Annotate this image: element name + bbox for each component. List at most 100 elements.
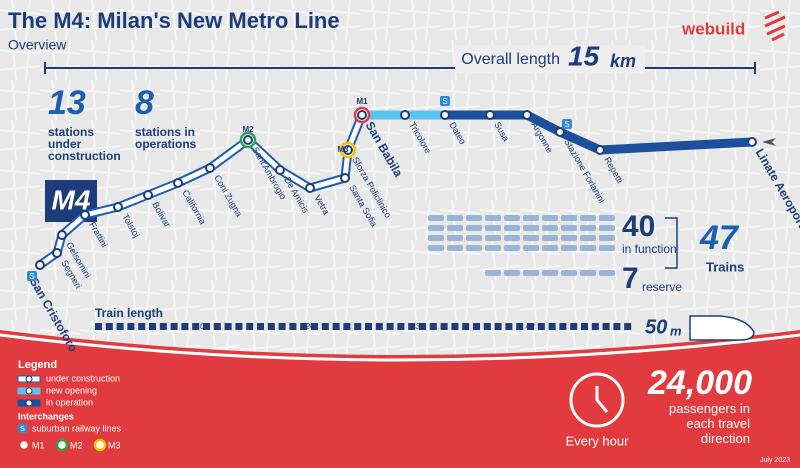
logo: webuild — [681, 19, 745, 38]
train-icon-small — [561, 270, 577, 276]
train-length-tick: 40 — [526, 322, 535, 331]
train-icon-small — [561, 245, 577, 251]
station — [400, 110, 410, 120]
reserve-label: reserve — [642, 280, 682, 294]
station — [143, 190, 153, 200]
train-icon-small — [485, 215, 501, 221]
car-segment — [332, 323, 340, 330]
train-icon-small — [599, 235, 615, 241]
car-segment — [105, 323, 113, 330]
train-length-tick: 20 — [305, 322, 315, 331]
car-segment — [181, 323, 189, 330]
interchange-badge: M1 — [356, 97, 368, 106]
train-icon-small — [523, 215, 539, 221]
clock-hands — [595, 386, 609, 413]
train-icon-small — [580, 270, 596, 276]
car-segment — [505, 323, 513, 330]
station — [173, 178, 183, 188]
train-icon-small — [523, 245, 539, 251]
legend-label: in operation — [46, 397, 93, 407]
s-badge — [440, 96, 450, 106]
legend-interchange — [55, 438, 69, 452]
train-icon-small — [523, 270, 539, 276]
total-value: 47 — [699, 219, 740, 257]
car-segment — [494, 323, 502, 330]
operation-value: 8 — [135, 84, 154, 122]
train-length-tick: 10 — [196, 322, 205, 331]
s-badge-label: S — [20, 426, 25, 433]
car-segment — [581, 323, 588, 330]
plane — [762, 138, 776, 146]
car-segment — [354, 323, 362, 330]
car-segment — [95, 323, 102, 330]
car-segment — [559, 323, 567, 330]
car-segment — [419, 323, 426, 330]
passengers-value: 24,000 — [647, 364, 752, 402]
wave — [0, 333, 800, 362]
car-segment — [300, 323, 308, 330]
construction-value: 13 — [48, 84, 86, 122]
train-icon-small — [466, 235, 482, 241]
legend-label: under construction — [46, 373, 120, 383]
legend-title: Legend — [18, 359, 57, 371]
train-icon-small — [599, 245, 615, 251]
car-segment — [343, 323, 351, 330]
car-segment — [397, 323, 405, 330]
station — [305, 183, 315, 193]
car-segment — [267, 323, 275, 330]
train-icon-small — [485, 270, 501, 276]
train-icon-small — [561, 215, 577, 221]
car-segment — [375, 323, 383, 330]
length-label: Overall length — [461, 51, 560, 68]
legend-line: M3 — [108, 440, 121, 450]
length-unit: km — [610, 51, 636, 71]
train-icon-small — [428, 215, 444, 221]
train-icon-small — [466, 215, 482, 221]
station — [343, 145, 353, 155]
station — [243, 135, 253, 145]
interchange-badge: M2 — [242, 125, 254, 134]
car-segment — [386, 323, 394, 330]
title: The M4: Milan's New Metro Line — [8, 8, 340, 33]
car-segment — [116, 323, 124, 330]
s-badge-label: S — [29, 272, 34, 281]
train-icon-small — [580, 235, 596, 241]
train-icon-small — [504, 245, 520, 251]
car-segment — [149, 323, 156, 330]
station — [52, 248, 62, 258]
length-value: 15 — [568, 40, 600, 71]
car-segment — [548, 323, 556, 330]
red-band — [0, 330, 800, 468]
train-icons — [428, 215, 615, 276]
passengers-label: passengers in each travel direction — [669, 401, 750, 446]
station — [340, 173, 350, 183]
train-icon-small — [485, 235, 501, 241]
total-label: Trains — [706, 259, 744, 274]
train-icon-small — [504, 225, 520, 231]
train-icon-small — [542, 270, 558, 276]
train-length-label: Train length — [95, 306, 163, 320]
car-segment — [257, 323, 264, 330]
car-segment — [462, 323, 470, 330]
line-construction — [38, 114, 365, 268]
train-icon-small — [447, 215, 463, 221]
function-label: in function — [622, 242, 677, 256]
legend-label: new opening — [46, 385, 97, 395]
legend-suburban: suburban railway lines — [32, 423, 122, 433]
station — [440, 110, 450, 120]
s-badge — [562, 119, 572, 129]
train-icon-small — [542, 225, 558, 231]
car-segment — [429, 323, 437, 330]
train-icon-small — [580, 225, 596, 231]
car-segment — [278, 323, 286, 330]
train-icon-small — [542, 215, 558, 221]
car-segment — [203, 323, 210, 330]
station — [555, 127, 565, 137]
s-badge-label: S — [564, 120, 569, 129]
train-icon-small — [428, 225, 444, 231]
train-length-value: 50 — [645, 316, 667, 338]
car-segment — [159, 323, 167, 330]
train-icon-small — [542, 245, 558, 251]
